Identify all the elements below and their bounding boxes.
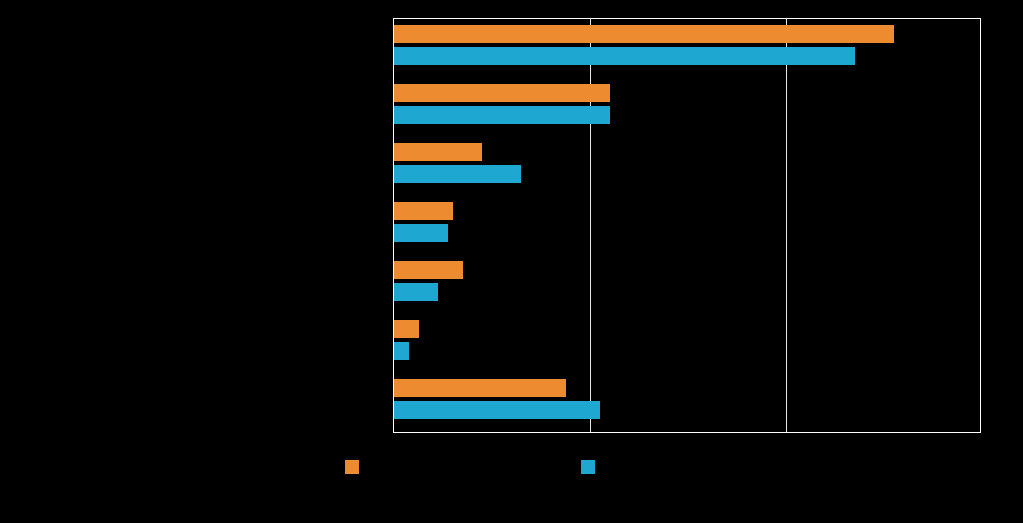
gridline [590, 19, 591, 432]
bar [394, 261, 463, 279]
bar [394, 342, 409, 360]
x-tick-label: 40 [583, 439, 595, 451]
x-tick-label: 0 [390, 439, 396, 451]
bar [394, 224, 448, 242]
chart-stage: Series 1 Series 2 0 40 80 120 [0, 0, 1023, 523]
legend-item-series-2: Series 2 [581, 460, 647, 474]
legend-swatch-icon [581, 460, 595, 474]
legend-label: Series 2 [603, 460, 647, 474]
legend-label: Series 1 [367, 460, 411, 474]
bar [394, 320, 419, 338]
x-tick-label: 80 [779, 439, 791, 451]
bar [394, 283, 438, 301]
x-tick-label: 120 [972, 439, 990, 451]
bar [394, 165, 521, 183]
legend: Series 1 Series 2 [345, 460, 647, 474]
gridline [786, 19, 787, 432]
legend-item-series-1: Series 1 [345, 460, 411, 474]
bar [394, 202, 453, 220]
bar [394, 106, 610, 124]
bar [394, 47, 855, 65]
bar [394, 143, 482, 161]
legend-swatch-icon [345, 460, 359, 474]
bar [394, 379, 566, 397]
bar [394, 25, 894, 43]
plot-area [393, 18, 981, 433]
bar [394, 401, 600, 419]
bar [394, 84, 610, 102]
